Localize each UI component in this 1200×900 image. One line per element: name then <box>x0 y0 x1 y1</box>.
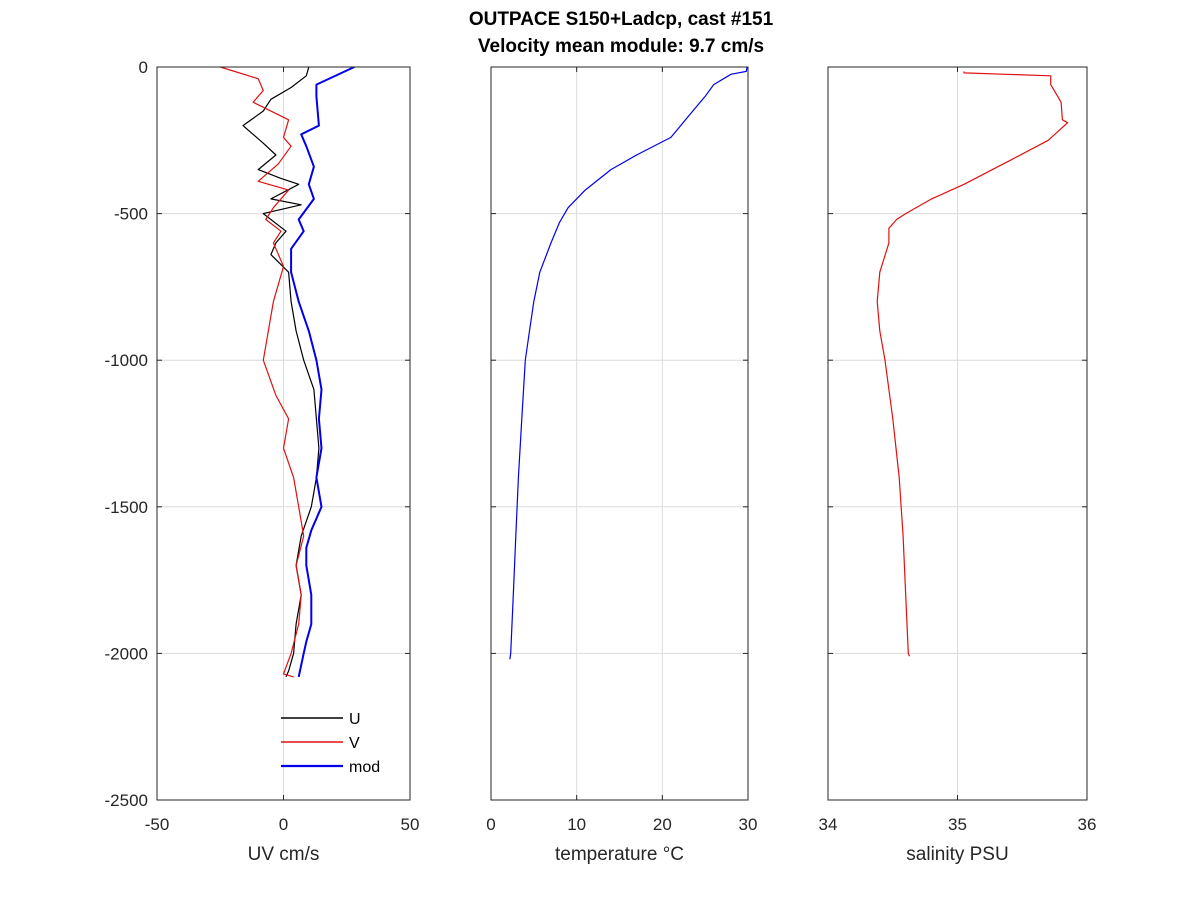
series-line-v <box>220 66 305 678</box>
x-tick-label: 34 <box>819 815 838 834</box>
x-axis-label: salinity PSU <box>906 844 1008 865</box>
x-tick-label: 50 <box>401 815 420 834</box>
chart-title-line1: OUTPACE S150+Ladcp, cast #151 <box>469 9 774 30</box>
axes-box <box>490 66 749 801</box>
legend-label-mod: mod <box>349 759 380 776</box>
x-tick-label: 30 <box>739 815 758 834</box>
series-line-salinity <box>876 71 1069 657</box>
series-line-u <box>242 66 320 678</box>
y-tick-label: -500 <box>114 205 148 224</box>
panel-3: 34 35 36 salinity PSU <box>819 66 1097 865</box>
y-tick-label: -2000 <box>105 644 148 663</box>
x-tick-label: 36 <box>1078 815 1097 834</box>
legend-label-u: U <box>349 711 361 728</box>
x-axis-label: temperature °C <box>555 844 684 865</box>
chart-title-line2: Velocity mean module: 9.7 cm/s <box>478 36 764 57</box>
y-tick-label: -1000 <box>105 351 148 370</box>
panel-2: 0 10 20 30 temperature °C <box>486 66 758 865</box>
x-tick-label: 10 <box>567 815 586 834</box>
series-line-temperature <box>509 66 748 660</box>
x-axis-label: UV cm/s <box>248 844 320 865</box>
y-tick-label: -2500 <box>105 791 148 810</box>
x-tick-label: -50 <box>145 815 170 834</box>
x-tick-label: 0 <box>279 815 288 834</box>
x-tick-label: 0 <box>486 815 495 834</box>
plot-area <box>491 67 748 800</box>
y-tick-label: 0 <box>139 58 148 77</box>
legend-label-v: V <box>349 735 360 752</box>
series-line-mod <box>290 66 355 678</box>
y-tick-label: -1500 <box>105 498 148 517</box>
x-tick-label: 35 <box>948 815 967 834</box>
x-tick-label: 20 <box>653 815 672 834</box>
